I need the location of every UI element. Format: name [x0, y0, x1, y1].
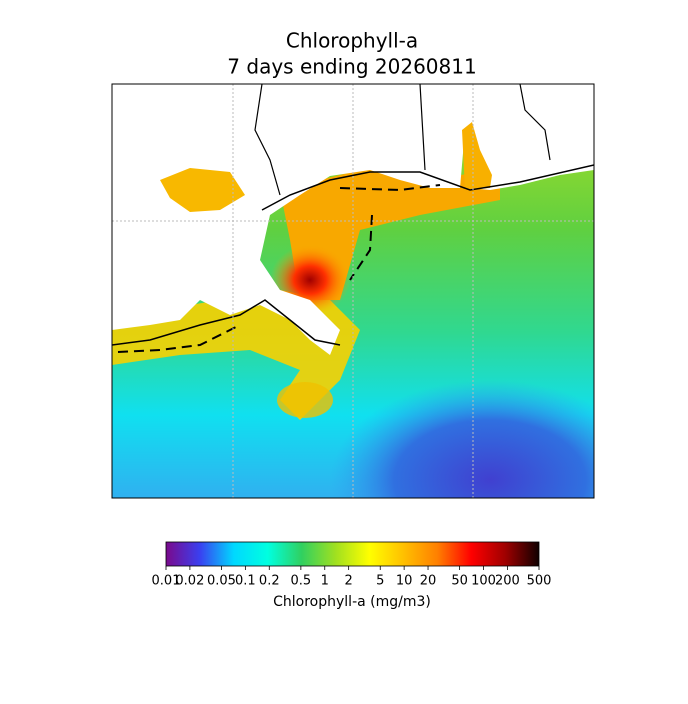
map-title: Chlorophyll-a	[286, 29, 418, 53]
tick-label: 500	[527, 574, 552, 589]
map-image	[112, 84, 594, 498]
eddy	[277, 382, 333, 418]
tick-label: 0.01	[152, 574, 181, 589]
colorbar-ramp	[165, 541, 540, 567]
coastline	[112, 164, 594, 346]
bay	[462, 122, 492, 190]
graticule	[112, 84, 594, 498]
tick-label: 0.5	[291, 574, 312, 589]
tick-label: 5	[376, 574, 384, 589]
deep-water	[330, 380, 594, 498]
tick-label: 0.1	[235, 574, 256, 589]
tick-label: 200	[495, 574, 520, 589]
map-subtitle: 7 days ending 20260811	[227, 55, 476, 79]
tick-label: 0.05	[207, 574, 236, 589]
boundary	[117, 184, 441, 353]
tick-label: 50	[451, 574, 468, 589]
state-border	[254, 84, 551, 196]
tick-label: 1	[321, 574, 329, 589]
lake	[160, 168, 245, 212]
tick-label: 100	[471, 574, 496, 589]
tick-label: 20	[420, 574, 437, 589]
tick-label: 0.02	[175, 574, 204, 589]
tick-label: 0.2	[259, 574, 280, 589]
colorbar: 0.010.02 0.05 0.1 0.2 0.5 1 2 5 10 20 50 100 200 500	[152, 541, 552, 589]
map-frame	[111, 83, 595, 499]
tick-label: 10	[396, 574, 413, 589]
tick-label: 2	[345, 574, 353, 589]
colorbar-label: Chlorophyll-a (mg/m3)	[273, 594, 431, 610]
